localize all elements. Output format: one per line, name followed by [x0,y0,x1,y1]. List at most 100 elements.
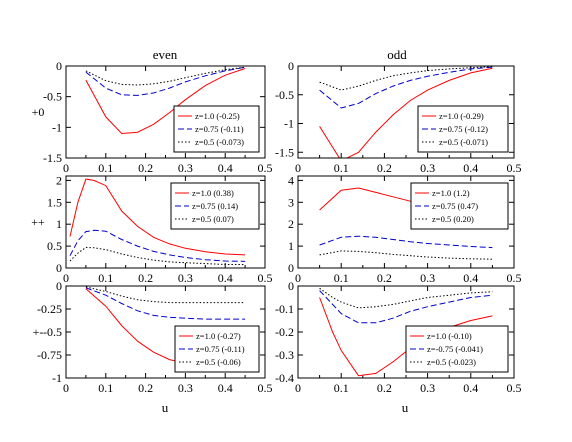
y-tick-label: 0 [288,279,294,293]
x-tick-label: 0.1 [334,381,349,395]
legend-label-0: z=1.0 (1.2) [432,188,470,198]
column-title-even: even [153,47,178,62]
legend-label-1: z=0.75 (-0.11) [195,124,244,134]
x-tick-label: 0.1 [98,161,113,175]
series-line-2 [85,286,246,304]
x-tick-label: 0 [63,381,69,395]
legend-label-0: z=1.0 (-0.25) [195,111,240,121]
series-line-0 [319,67,493,158]
series-line-1 [85,66,246,96]
series-line-1 [85,287,246,320]
legend-label-0: z=1.0 (0.38) [192,188,234,198]
y-tick-label: -1.5 [43,151,62,165]
plot-frame [297,175,515,269]
y-tick-label: 1 [56,217,62,231]
y-tick-label: 0 [56,279,62,293]
panels: 0 0.1 0.2 0.3 0.4 0.5 -1.5 -1 -0.5 0 z=1.0 (-0.25)… [37,59,522,395]
x-tick-label: 0.4 [218,161,233,175]
series-line-1 [319,66,493,109]
x-tick-label: 0.5 [258,271,273,285]
y-tick-label: -0.1 [275,302,294,316]
plot-frame [65,285,266,379]
x-tick-label: 0.5 [507,381,522,395]
y-tick-label: -0.5 [43,90,62,104]
series-line-0 [69,178,246,256]
y-tick-label: 4 [288,173,294,187]
y-tick-label: 0 [56,261,62,275]
y-tick-label: -0.2 [275,325,294,339]
x-tick-label: 0.1 [98,381,113,395]
x-tick-label: 0.3 [420,271,435,285]
y-tick-label: -0.5 [43,325,62,339]
row-label-plus-zero: +0 [32,105,45,119]
x-tick-label: 0.1 [334,271,349,285]
series-line-2 [69,246,246,265]
y-tick-label: 0.5 [47,239,62,253]
y-tick-label: -0.25 [37,302,62,316]
series-line-2 [85,66,246,86]
x-tick-label: 0 [63,161,69,175]
legend-label-1: z=0.75 (0.47) [432,201,478,211]
x-tick-label: 0.2 [377,271,392,285]
series-line-0 [85,68,246,135]
legend: z=1.0 (-0.29) z=0.75 (-0.12) z=0.5 (-0.071… [417,105,509,153]
legend-label-1: z=0.75 (-0.11) [196,344,245,354]
x-tick-label: 0.1 [98,271,113,285]
x-tick-label: 0.5 [507,161,522,175]
x-tick-label: 0.4 [463,161,478,175]
legend: z=1.0 (1.2) z=0.75 (0.47) z=0.5 (0.20) [410,182,509,230]
series-line-2 [319,66,493,91]
x-tick-label: 0.2 [138,271,153,285]
legend-label-1: z=-0.75 (-0.041) [427,344,483,354]
row-label-plus-plus: ++ [31,215,45,229]
y-tick-label: 3 [288,195,294,209]
x-tick-label: 0 [295,161,301,175]
x-tick-label: 0.2 [138,161,153,175]
y-tick-label: 1 [288,239,294,253]
x-tick-label: 0.3 [178,161,193,175]
plot-frame [65,175,266,269]
y-tick-label: -0.5 [275,88,294,102]
y-tick-label: 0 [288,59,294,73]
legend-label-1: z=0.75 (-0.12) [439,124,488,134]
legend-label-2: z=0.5 (0.07) [192,214,234,224]
x-tick-label: 0.4 [218,381,233,395]
chart-panel-3: 0 0.1 0.2 0.3 0.4 0.5 0 1 2 3 4 z=1.0 (1.2) z=0.75 (… [288,173,522,285]
x-tick-label: 0.5 [258,381,273,395]
x-tick-label: 0.4 [463,271,478,285]
y-tick-label: 2 [56,173,62,187]
y-tick-label: -1 [52,120,62,134]
chart-panel-4: 0 0.1 0.2 0.3 0.4 0.5 -1 -0.75 -0.5 -0.25 0 z=1.0 (… [37,279,273,395]
plot-frame [65,65,266,159]
chart-panel-5: 0 0.1 0.2 0.3 0.4 0.5 -0.4 -0.3 -0.2 -0.1 0 z=1.0 (… [275,279,522,395]
legend: z=1.0 (-0.27) z=0.75 (-0.11) z=0.5 (-0.06) [174,325,260,373]
legend-label-2: z=0.5 (-0.023) [427,357,476,367]
y-tick-label: -0.3 [275,348,294,362]
x-axis-label-right: u [402,400,409,415]
x-tick-label: 0.2 [377,161,392,175]
legend-label-2: z=0.5 (-0.073) [195,137,244,147]
series-line-2 [319,250,493,260]
y-tick-label: -0.4 [275,371,294,385]
legend-label-1: z=0.75 (0.14) [192,201,238,211]
x-tick-label: 0.3 [178,381,193,395]
x-tick-label: 0.2 [377,381,392,395]
y-tick-label: 0 [56,59,62,73]
y-tick-label: 1.5 [47,195,62,209]
y-tick-label: -1 [284,117,294,131]
x-tick-label: 0 [295,381,301,395]
x-tick-label: 0.5 [507,271,522,285]
series-line-1 [69,229,246,262]
plot-frame [297,285,515,379]
legend-box [173,105,260,153]
legend: z=1.0 (-0.25) z=0.75 (-0.11) z=0.5 (-0.073… [173,105,260,153]
series-line-1 [319,235,493,249]
x-tick-label: 0 [63,271,69,285]
chart-panel-0: 0 0.1 0.2 0.3 0.4 0.5 -1.5 -1 -0.5 0 z=1.0 (-0.25)… [43,59,273,175]
column-title-odd: odd [387,47,407,62]
x-tick-label: 0.3 [178,271,193,285]
x-tick-label: 0.1 [334,161,349,175]
y-tick-label: -1 [52,371,62,385]
y-tick-label: -1.5 [275,145,294,159]
